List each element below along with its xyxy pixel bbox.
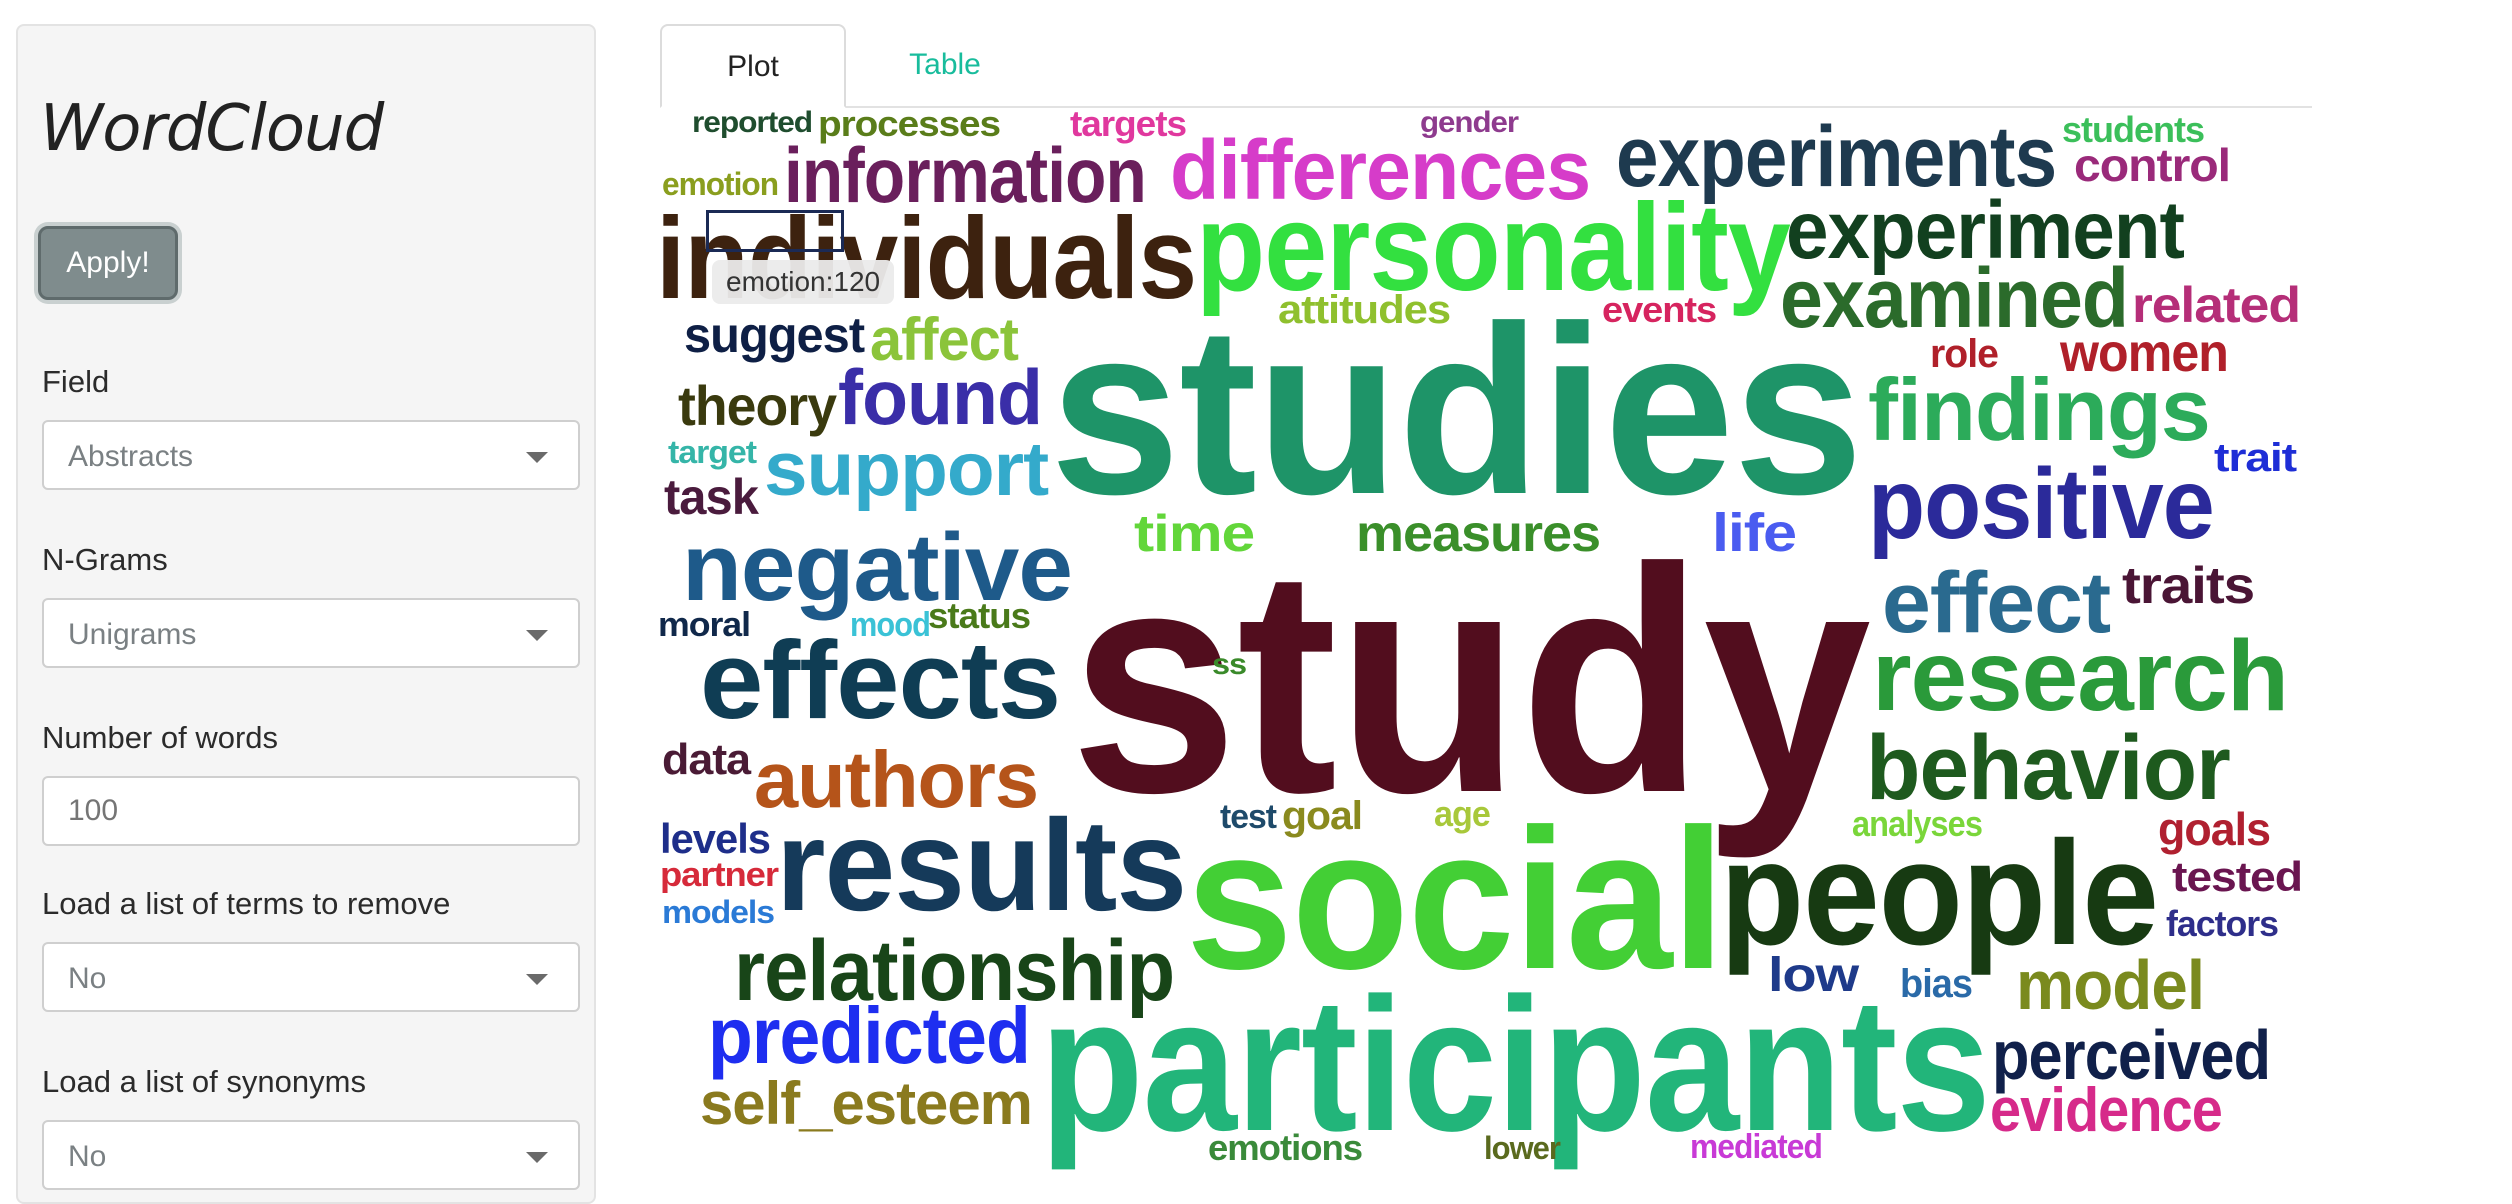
cloud-word-experiments[interactable]: experiments <box>1616 109 2057 205</box>
cloud-word-personality[interactable]: personality <box>1196 179 1791 317</box>
cloud-word-differences[interactable]: differences <box>1170 123 1591 217</box>
cloud-word-information[interactable]: information <box>784 131 1147 219</box>
chevron-down-icon <box>526 452 548 463</box>
tab-bar: Plot Table <box>660 24 2312 108</box>
cloud-word-factors[interactable]: factors <box>2166 903 2279 944</box>
remove-terms-label: Load a list of terms to remove <box>42 886 451 921</box>
cloud-word-evidence[interactable]: evidence <box>1990 1076 2223 1145</box>
chevron-down-icon <box>526 974 548 985</box>
synonyms-label: Load a list of synonyms <box>42 1064 366 1099</box>
cloud-word-attitudes[interactable]: attitudes <box>1278 288 1451 332</box>
cloud-word-social[interactable]: social <box>1186 788 1725 1011</box>
app-title: WordCloud <box>40 92 384 166</box>
cloud-word-found[interactable]: found <box>838 353 1043 441</box>
cloud-word-gender[interactable]: gender <box>1420 106 1519 139</box>
remove-terms-select-value: No <box>68 962 107 995</box>
cloud-word-self-esteem[interactable]: self_esteem <box>700 1070 1033 1137</box>
cloud-word-relationship[interactable]: relationship <box>734 923 1175 1019</box>
cloud-word-target[interactable]: target <box>668 434 757 470</box>
cloud-word-negative[interactable]: negative <box>682 514 1073 621</box>
ngrams-select[interactable]: Unigrams <box>42 598 580 668</box>
cloud-word-emotion[interactable]: emotion <box>662 166 779 202</box>
cloud-word-status[interactable]: status <box>928 595 1031 636</box>
cloud-word-studies[interactable]: studies <box>1050 276 1863 544</box>
cloud-word-targets[interactable]: targets <box>1070 103 1187 144</box>
cloud-word-effects[interactable]: effects <box>700 619 1061 742</box>
field-label: Field <box>42 364 110 399</box>
ngrams-label: N-Grams <box>42 542 168 577</box>
cloud-word-positive[interactable]: positive <box>1868 448 2215 560</box>
cloud-word-ss[interactable]: ss <box>1212 648 1247 681</box>
cloud-word-women[interactable]: women <box>2060 323 2229 383</box>
ngrams-select-value: Unigrams <box>68 618 197 651</box>
apply-button[interactable]: Apply! <box>38 226 178 300</box>
cloud-word-events[interactable]: events <box>1602 289 1717 330</box>
cloud-word-examined[interactable]: examined <box>1780 251 2129 345</box>
cloud-word-study[interactable]: study <box>1070 501 1871 859</box>
cloud-word-theory[interactable]: theory <box>678 374 837 437</box>
num-words-label: Number of words <box>42 720 279 755</box>
cloud-word-life[interactable]: life <box>1712 503 1797 563</box>
cloud-word-suggest[interactable]: suggest <box>684 307 865 363</box>
tab-plot[interactable]: Plot <box>660 24 846 108</box>
cloud-word-time[interactable]: time <box>1134 505 1255 563</box>
cloud-word-traits[interactable]: traits <box>2122 557 2255 615</box>
tab-table[interactable]: Table <box>909 48 981 81</box>
cloud-word-processes[interactable]: processes <box>818 103 1001 144</box>
cloud-word-models[interactable]: models <box>662 894 775 930</box>
cloud-word-emotions[interactable]: emotions <box>1208 1127 1363 1168</box>
cloud-word-research[interactable]: research <box>1872 620 2289 732</box>
cloud-word-findings[interactable]: findings <box>1868 360 2211 459</box>
cloud-word-bias[interactable]: bias <box>1900 962 1973 1006</box>
field-select-value: Abstracts <box>68 440 194 473</box>
word-tooltip: emotion:120 <box>712 260 895 304</box>
cloud-word-participants[interactable]: participants <box>1040 959 1991 1171</box>
cloud-word-tested[interactable]: tested <box>2172 853 2303 900</box>
cloud-word-people[interactable]: people <box>1720 811 2159 976</box>
field-select[interactable]: Abstracts <box>42 420 580 490</box>
cloud-word-test[interactable]: test <box>1220 798 1277 836</box>
cloud-word-control[interactable]: control <box>2074 139 2231 191</box>
cloud-word-perceived[interactable]: perceived <box>1992 1016 2271 1094</box>
cloud-word-mood[interactable]: mood <box>850 606 931 644</box>
chevron-down-icon <box>526 630 548 641</box>
synonyms-select[interactable]: No <box>42 1120 580 1190</box>
cloud-word-role[interactable]: role <box>1930 332 1999 376</box>
cloud-word-related[interactable]: related <box>2132 277 2301 333</box>
cloud-word-goal[interactable]: goal <box>1282 794 1363 838</box>
synonyms-select-value: No <box>68 1140 107 1173</box>
cloud-word-students[interactable]: students <box>2062 109 2205 150</box>
cloud-word-data[interactable]: data <box>662 735 751 784</box>
cloud-word-goals[interactable]: goals <box>2158 803 2271 855</box>
cloud-word-age[interactable]: age <box>1434 793 1491 834</box>
cloud-word-affect[interactable]: affect <box>870 306 1019 373</box>
cloud-word-support[interactable]: support <box>764 427 1049 512</box>
cloud-word-levels[interactable]: levels <box>660 815 771 862</box>
cloud-word-partner[interactable]: partner <box>660 856 779 894</box>
cloud-word-authors[interactable]: authors <box>754 735 1039 824</box>
hover-highlight-box <box>706 210 844 252</box>
cloud-word-low[interactable]: low <box>1768 949 1859 1002</box>
cloud-word-behavior[interactable]: behavior <box>1866 717 2231 819</box>
word-cloud: reported processes targets gender students em… <box>656 103 2303 1171</box>
cloud-word-analyses[interactable]: analyses <box>1852 803 1983 844</box>
remove-terms-select[interactable]: No <box>42 942 580 1012</box>
chevron-down-icon <box>526 1152 548 1163</box>
cloud-word-lower[interactable]: lower <box>1484 1130 1561 1166</box>
cloud-word-trait[interactable]: trait <box>2214 436 2297 480</box>
cloud-word-model[interactable]: model <box>2016 946 2205 1024</box>
cloud-word-mediated[interactable]: mediated <box>1690 1128 1823 1166</box>
cloud-word-results[interactable]: results <box>776 792 1187 938</box>
cloud-word-effect[interactable]: effect <box>1882 555 2111 651</box>
cloud-word-task[interactable]: task <box>664 469 759 525</box>
cloud-word-moral[interactable]: moral <box>658 606 751 644</box>
cloud-word-experiment[interactable]: experiment <box>1786 185 2185 276</box>
num-words-input[interactable] <box>42 776 580 846</box>
cloud-word-measures[interactable]: measures <box>1356 505 1601 563</box>
cloud-word-reported[interactable]: reported <box>692 106 813 139</box>
cloud-word-predicted[interactable]: predicted <box>708 991 1031 1080</box>
